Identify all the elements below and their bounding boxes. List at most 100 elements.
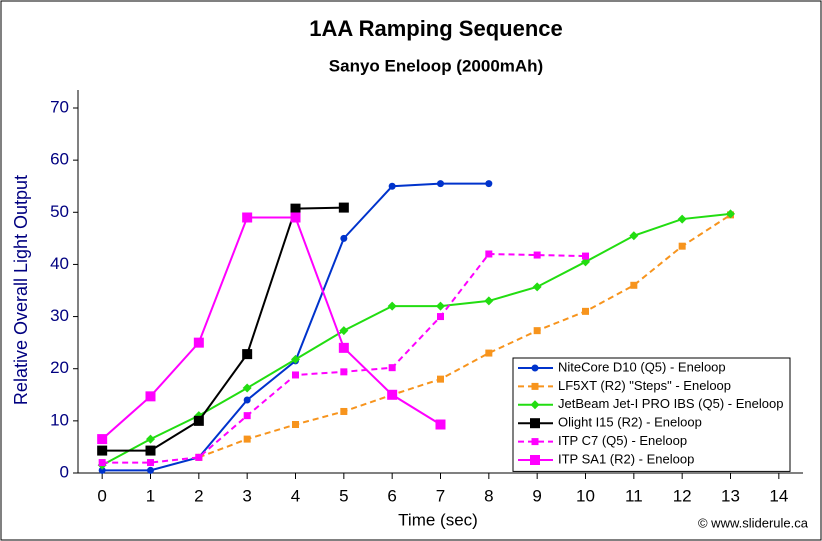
marker	[530, 418, 540, 429]
x-tick-label: 7	[436, 486, 445, 505]
marker	[485, 180, 493, 188]
marker	[146, 434, 155, 444]
y-tick-label: 10	[50, 410, 69, 429]
x-tick-label: 1	[146, 486, 155, 505]
marker	[388, 364, 396, 372]
marker	[242, 383, 252, 393]
marker	[436, 301, 445, 311]
marker	[291, 354, 300, 364]
x-tick-label: 2	[194, 486, 203, 505]
x-tick-label: 3	[242, 486, 251, 505]
marker	[338, 202, 349, 213]
series	[97, 202, 349, 456]
x-axis-label: Time (sec)	[398, 510, 478, 529]
marker	[243, 412, 251, 420]
marker	[532, 282, 542, 292]
marker	[530, 400, 540, 410]
marker	[387, 389, 398, 400]
marker	[242, 212, 253, 223]
legend-label: NiteCore D10 (Q5) - Eneloop	[558, 359, 726, 374]
legend-label: Olight I15 (R2) - Eneloop	[558, 415, 702, 430]
chart-title: 1AA Ramping Sequence	[309, 16, 562, 41]
x-tick-label: 9	[532, 486, 541, 505]
marker	[98, 459, 106, 467]
marker	[193, 415, 204, 426]
marker	[340, 368, 348, 376]
x-tick-label: 8	[484, 486, 493, 505]
marker	[677, 214, 687, 224]
marker	[242, 349, 253, 360]
marker	[292, 371, 299, 379]
credit: © www.sliderule.ca	[698, 515, 809, 530]
x-tick-label: 13	[721, 486, 740, 505]
marker	[243, 435, 251, 443]
y-tick-label: 60	[50, 150, 69, 169]
marker	[147, 459, 154, 467]
marker	[484, 296, 494, 306]
x-tick-label: 5	[339, 486, 348, 505]
marker	[388, 182, 396, 190]
marker	[98, 466, 106, 474]
marker	[582, 252, 589, 260]
marker	[290, 203, 301, 214]
marker	[485, 349, 493, 357]
marker	[437, 180, 444, 188]
marker	[533, 251, 541, 259]
series-line	[102, 206, 344, 452]
x-tick-label: 6	[387, 486, 396, 505]
marker	[147, 466, 154, 474]
marker	[531, 382, 539, 390]
marker	[726, 209, 735, 219]
series	[98, 250, 589, 467]
y-tick-label: 40	[50, 254, 69, 273]
marker	[387, 301, 397, 311]
marker	[435, 419, 446, 430]
series-line	[198, 214, 732, 459]
marker	[530, 455, 540, 465]
marker	[97, 445, 108, 456]
marker	[339, 326, 349, 336]
marker	[340, 407, 348, 415]
marker	[437, 375, 444, 383]
y-tick-label: 20	[50, 358, 69, 377]
y-axis-label: Relative Overall Light Output	[11, 175, 31, 405]
marker	[533, 327, 541, 335]
x-tick-label: 12	[673, 486, 692, 505]
marker	[678, 242, 686, 250]
legend-label: JetBeam Jet-I PRO IBS (Q5) - Eneloop	[558, 396, 783, 411]
marker	[531, 364, 539, 372]
marker	[243, 396, 251, 404]
x-tick-label: 0	[97, 486, 106, 505]
series	[97, 212, 446, 445]
chart-subtitle: Sanyo Eneloop (2000mAh)	[329, 56, 543, 75]
marker	[145, 445, 156, 456]
marker	[629, 231, 639, 241]
marker	[195, 453, 203, 461]
marker	[582, 307, 589, 315]
legend-label: LF5XT (R2) "Steps" - Eneloop	[558, 378, 731, 393]
marker	[292, 421, 299, 429]
marker	[531, 438, 539, 446]
series-line	[101, 216, 442, 440]
y-tick-label: 30	[50, 306, 69, 325]
marker	[290, 212, 301, 223]
marker	[340, 234, 348, 242]
legend-label: ITP SA1 (R2) - Eneloop	[558, 451, 694, 466]
y-tick-label: 70	[50, 97, 69, 116]
x-tick-label: 14	[769, 486, 788, 505]
marker	[338, 342, 349, 353]
marker	[145, 391, 156, 402]
marker	[193, 337, 204, 348]
y-tick-label: 50	[50, 202, 69, 221]
legend-box	[512, 357, 791, 472]
marker	[97, 434, 108, 445]
y-tick-label: 0	[60, 462, 69, 481]
marker	[630, 281, 638, 289]
x-tick-label: 4	[291, 486, 300, 505]
marker	[437, 313, 444, 321]
x-tick-label: 11	[625, 486, 643, 505]
legend-label: ITP C7 (Q5) - Eneloop	[558, 433, 687, 448]
x-tick-label: 10	[576, 486, 595, 505]
marker	[485, 250, 493, 258]
